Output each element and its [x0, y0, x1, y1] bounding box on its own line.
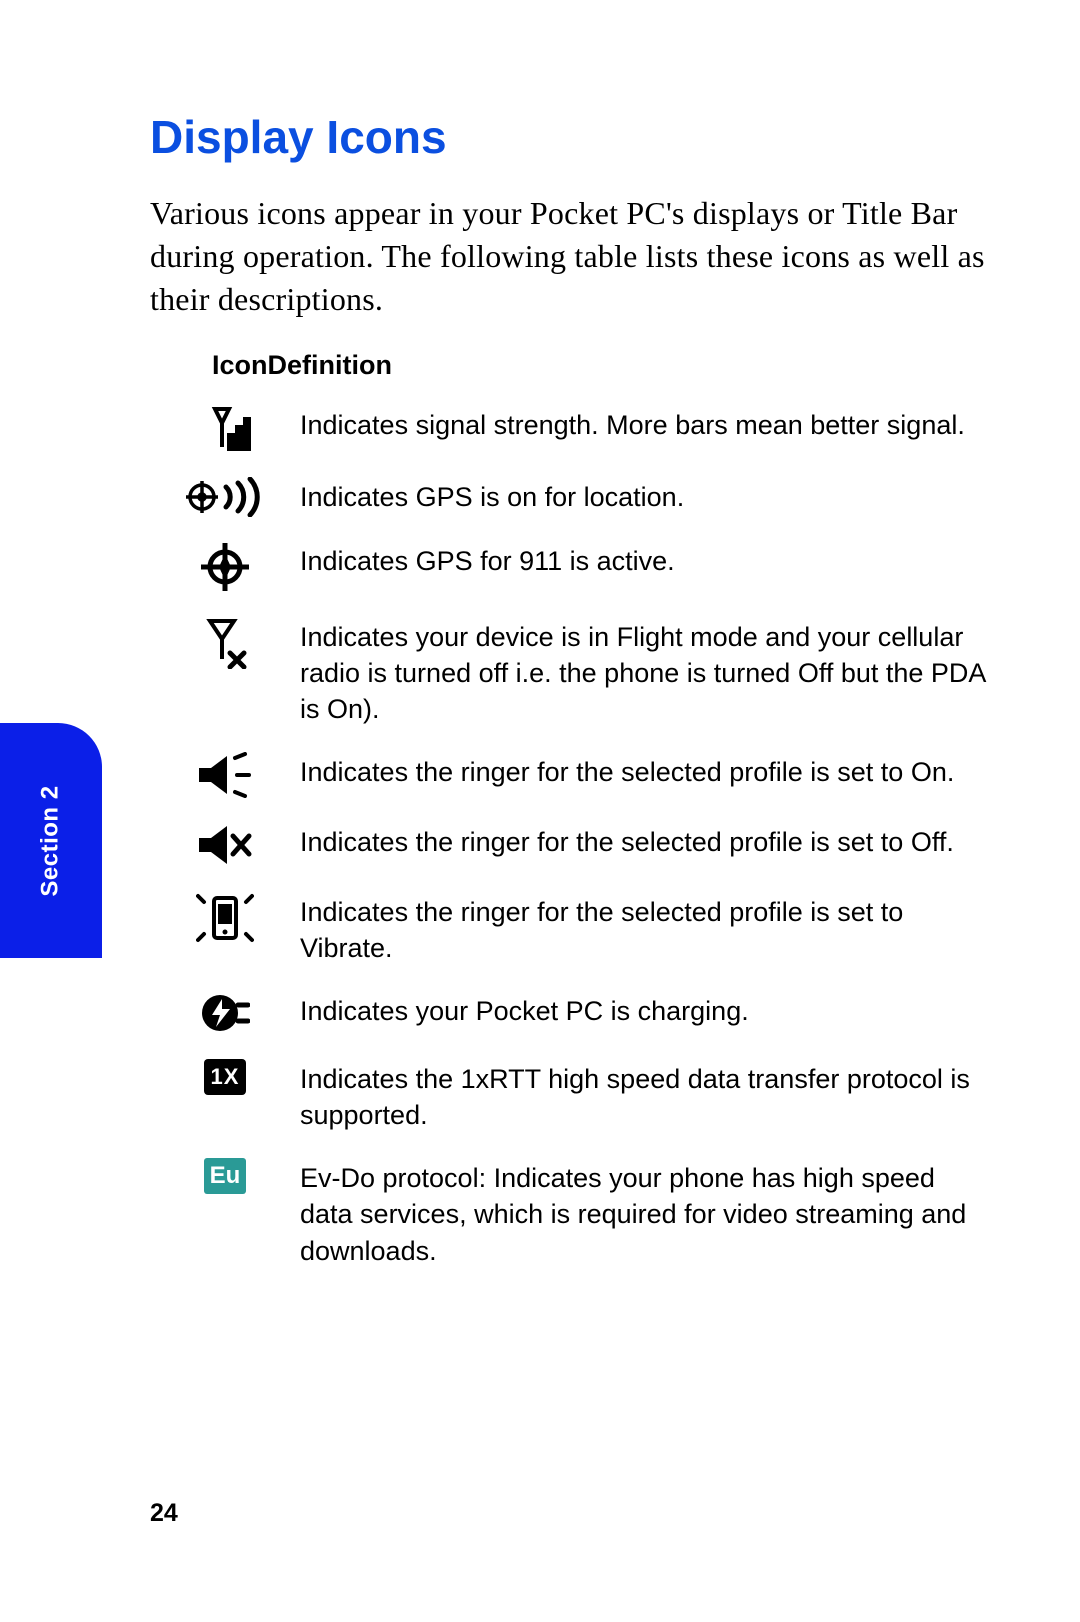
charging-icon	[150, 989, 300, 1035]
flight-mode-icon	[150, 615, 300, 669]
table-row: Eu Ev-Do protocol: Indicates your phone …	[150, 1156, 990, 1269]
manual-page: Display Icons Various icons appear in yo…	[0, 0, 1080, 1622]
intro-paragraph: Various icons appear in your Pocket PC's…	[150, 192, 990, 322]
page-title: Display Icons	[150, 110, 990, 164]
definition-text: Indicates the ringer for the selected pr…	[300, 890, 990, 967]
vibrate-icon	[150, 890, 300, 944]
icon-definition-table: Indicates signal strength. More bars mea…	[150, 403, 990, 1269]
definition-text: Indicates your device is in Flight mode …	[300, 615, 990, 728]
table-header: IconDefinition	[212, 350, 990, 381]
definition-text: Ev-Do protocol: Indicates your phone has…	[300, 1156, 990, 1269]
section-tab: Section 2	[0, 723, 102, 958]
definition-text: Indicates the 1xRTT high speed data tran…	[300, 1057, 990, 1134]
page-number: 24	[150, 1499, 178, 1528]
definition-text: Indicates GPS for 911 is active.	[300, 539, 990, 579]
1xrtt-icon: 1X	[150, 1057, 300, 1095]
table-row: Indicates your device is in Flight mode …	[150, 615, 990, 728]
ringer-off-icon	[150, 820, 300, 868]
definition-text: Indicates the ringer for the selected pr…	[300, 820, 990, 860]
definition-text: Indicates GPS is on for location.	[300, 475, 990, 515]
table-row: 1X Indicates the 1xRTT high speed data t…	[150, 1057, 990, 1134]
definition-text: Indicates your Pocket PC is charging.	[300, 989, 990, 1029]
table-row: Indicates GPS for 911 is active.	[150, 539, 990, 593]
table-row: Indicates your Pocket PC is charging.	[150, 989, 990, 1035]
gps-911-icon	[150, 539, 300, 593]
table-row: Indicates the ringer for the selected pr…	[150, 890, 990, 967]
section-tab-label: Section 2	[37, 785, 65, 896]
gps-location-icon	[150, 475, 300, 517]
ringer-on-icon	[150, 750, 300, 798]
table-row: Indicates GPS is on for location.	[150, 475, 990, 517]
table-row: Indicates the ringer for the selected pr…	[150, 750, 990, 798]
definition-text: Indicates the ringer for the selected pr…	[300, 750, 990, 790]
signal-strength-icon	[150, 403, 300, 453]
table-row: Indicates the ringer for the selected pr…	[150, 820, 990, 868]
definition-text: Indicates signal strength. More bars mea…	[300, 403, 990, 443]
table-row: Indicates signal strength. More bars mea…	[150, 403, 990, 453]
evdo-icon: Eu	[150, 1156, 300, 1194]
